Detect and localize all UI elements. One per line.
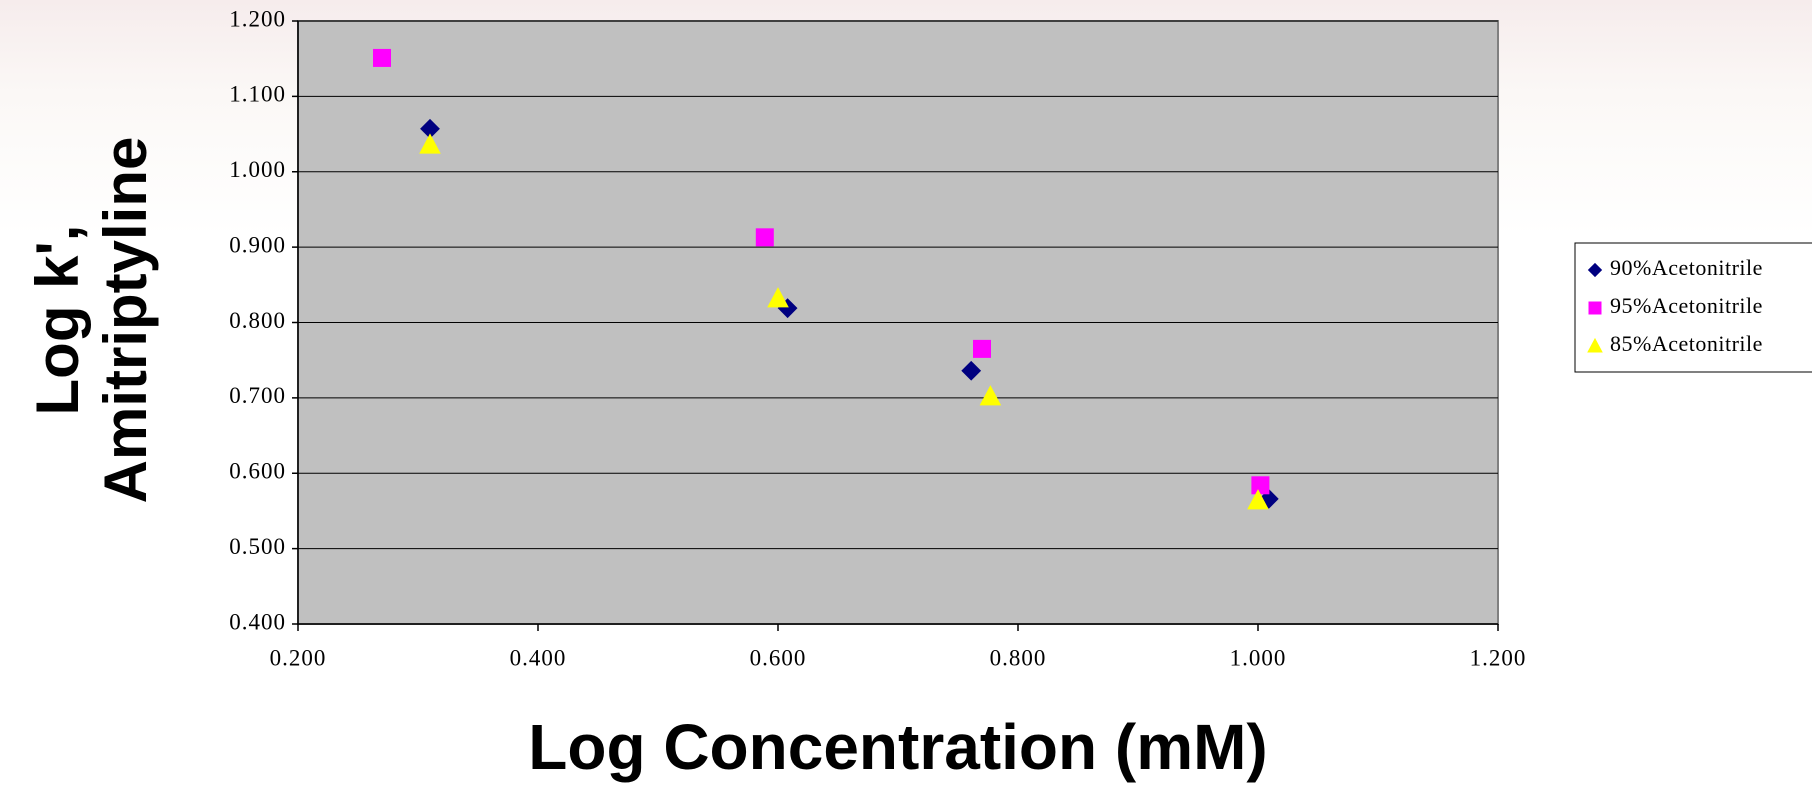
marker-diamond <box>420 118 440 139</box>
y-tick-label: 0.900 <box>229 232 286 257</box>
legend-label: 90%Acetonitrile <box>1610 255 1763 280</box>
marker-triangle <box>1247 489 1269 510</box>
y-axis-title-line: Amitriptyline <box>92 137 159 504</box>
x-tick-label: 0.800 <box>990 645 1047 670</box>
y-axis-title-line: Log k', <box>24 225 91 416</box>
y-tick-label: 1.200 <box>229 6 286 31</box>
marker-square <box>1251 476 1270 495</box>
y-tick-label: 1.000 <box>229 157 286 182</box>
x-tick-label: 0.200 <box>270 645 327 670</box>
y-tick-label: 0.500 <box>229 534 286 559</box>
y-tick-label: 0.700 <box>229 383 286 408</box>
legend-label: 85%Acetonitrile <box>1610 331 1763 356</box>
marker-square <box>973 339 991 358</box>
marker-triangle <box>767 287 789 308</box>
marker-square <box>755 228 774 247</box>
y-tick-label: 0.400 <box>229 609 286 634</box>
marker-diamond <box>1587 262 1603 278</box>
marks <box>373 48 1279 510</box>
y-tick-label: 0.800 <box>229 308 286 333</box>
x-tick-label: 1.000 <box>1230 645 1287 670</box>
marker-diamond <box>1258 488 1279 509</box>
legend-box <box>1574 242 1812 373</box>
marker-square <box>1588 301 1602 315</box>
x-tick-label: 0.600 <box>750 645 807 670</box>
marker-triangle <box>1587 337 1603 353</box>
y-tick-label: 1.100 <box>229 82 286 107</box>
y-tick-label: 0.600 <box>229 459 286 484</box>
marker-diamond <box>961 360 982 381</box>
legend-label: 95%Acetonitrile <box>1610 293 1763 318</box>
x-tick-label: 0.400 <box>510 645 567 670</box>
marker-triangle <box>979 385 1002 406</box>
marker-square <box>373 48 391 67</box>
marker-triangle <box>419 133 441 154</box>
x-tick-label: 1.200 <box>1470 645 1527 670</box>
x-axis-title: Log Concentration (mM) <box>528 711 1267 783</box>
